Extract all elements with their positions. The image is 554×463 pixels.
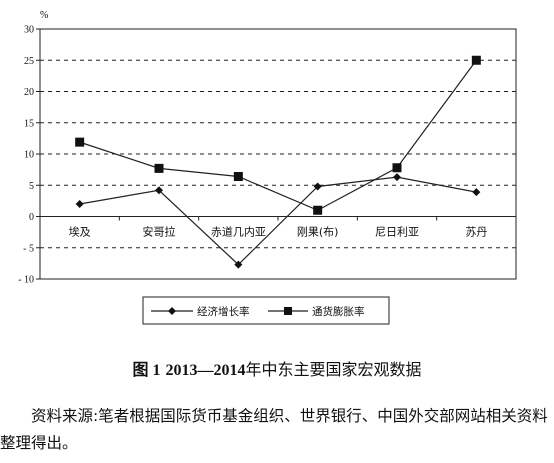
data-point-growth (75, 200, 84, 208)
category-label: 苏丹 (465, 226, 487, 239)
figure-title: 年中东主要国家宏观数据 (245, 360, 422, 379)
figure-number: 图 1 (132, 362, 161, 379)
y-tick-label: 0 (29, 212, 34, 223)
data-point-inflation (471, 55, 481, 65)
series-line-0 (79, 176, 477, 266)
data-point-growth (234, 260, 243, 269)
y-tick-label: 15 (24, 118, 34, 129)
data-point-inflation (75, 137, 85, 147)
legend: 经济增长率 通货膨胀率 (142, 296, 390, 325)
series-group (75, 55, 481, 269)
category-label: 刚果(布) (297, 226, 339, 239)
source-note: 资料来源:笔者根据国际货币基金组织、世界银行、中国外交部网站相关资料整理得出。 (0, 407, 548, 452)
data-point-growth (155, 186, 163, 195)
legend-label-inflation: 通货膨胀率 (312, 305, 365, 318)
data-point-growth (472, 188, 481, 197)
data-point-growth (393, 173, 401, 182)
y-tick-label: 10 (24, 150, 34, 161)
data-point-growth (313, 182, 322, 191)
y-tick-label: 20 (24, 87, 34, 98)
y-tick-label: 5 (29, 181, 34, 192)
series-line-1 (79, 59, 477, 211)
legend-marker-square (284, 307, 292, 315)
y-axis-unit: % (40, 10, 48, 21)
figure-caption: 图 1 2013—2014年中东主要国家宏观数据 (0, 356, 554, 380)
plot-area (39, 28, 517, 280)
data-point-inflation (154, 163, 164, 173)
category-label: 赤道几内亚 (211, 225, 266, 239)
y-tick-label: 30 (24, 25, 34, 36)
category-labels: 埃及 安哥拉 赤道几内亚 刚果(布) 尼日利亚 苏丹 (39, 216, 487, 239)
y-tick-label: - 10 (18, 275, 34, 286)
data-point-inflation (233, 172, 243, 181)
category-label: 安哥拉 (143, 225, 176, 239)
data-point-inflation (313, 205, 323, 215)
figure-years: 2013—2014 (165, 362, 246, 379)
category-label: 尼日利亚 (375, 226, 419, 239)
category-label: 埃及 (69, 225, 91, 239)
data-point-inflation (392, 163, 402, 173)
y-tick-label: 25 (24, 56, 34, 67)
legend-marker-diamond (168, 307, 176, 315)
chart: % 30 25 20 15 10 5 0 - 5 - 10 埃及 安哥拉 赤道几内亚 刚果(布) 尼日利… (18, 10, 517, 325)
y-tick-label: - 5 (23, 243, 34, 254)
y-tick-labels: 30 25 20 15 10 5 0 - 5 - 10 (18, 25, 34, 286)
grid-lines (36, 28, 516, 280)
legend-label-growth: 经济增长率 (197, 305, 250, 318)
